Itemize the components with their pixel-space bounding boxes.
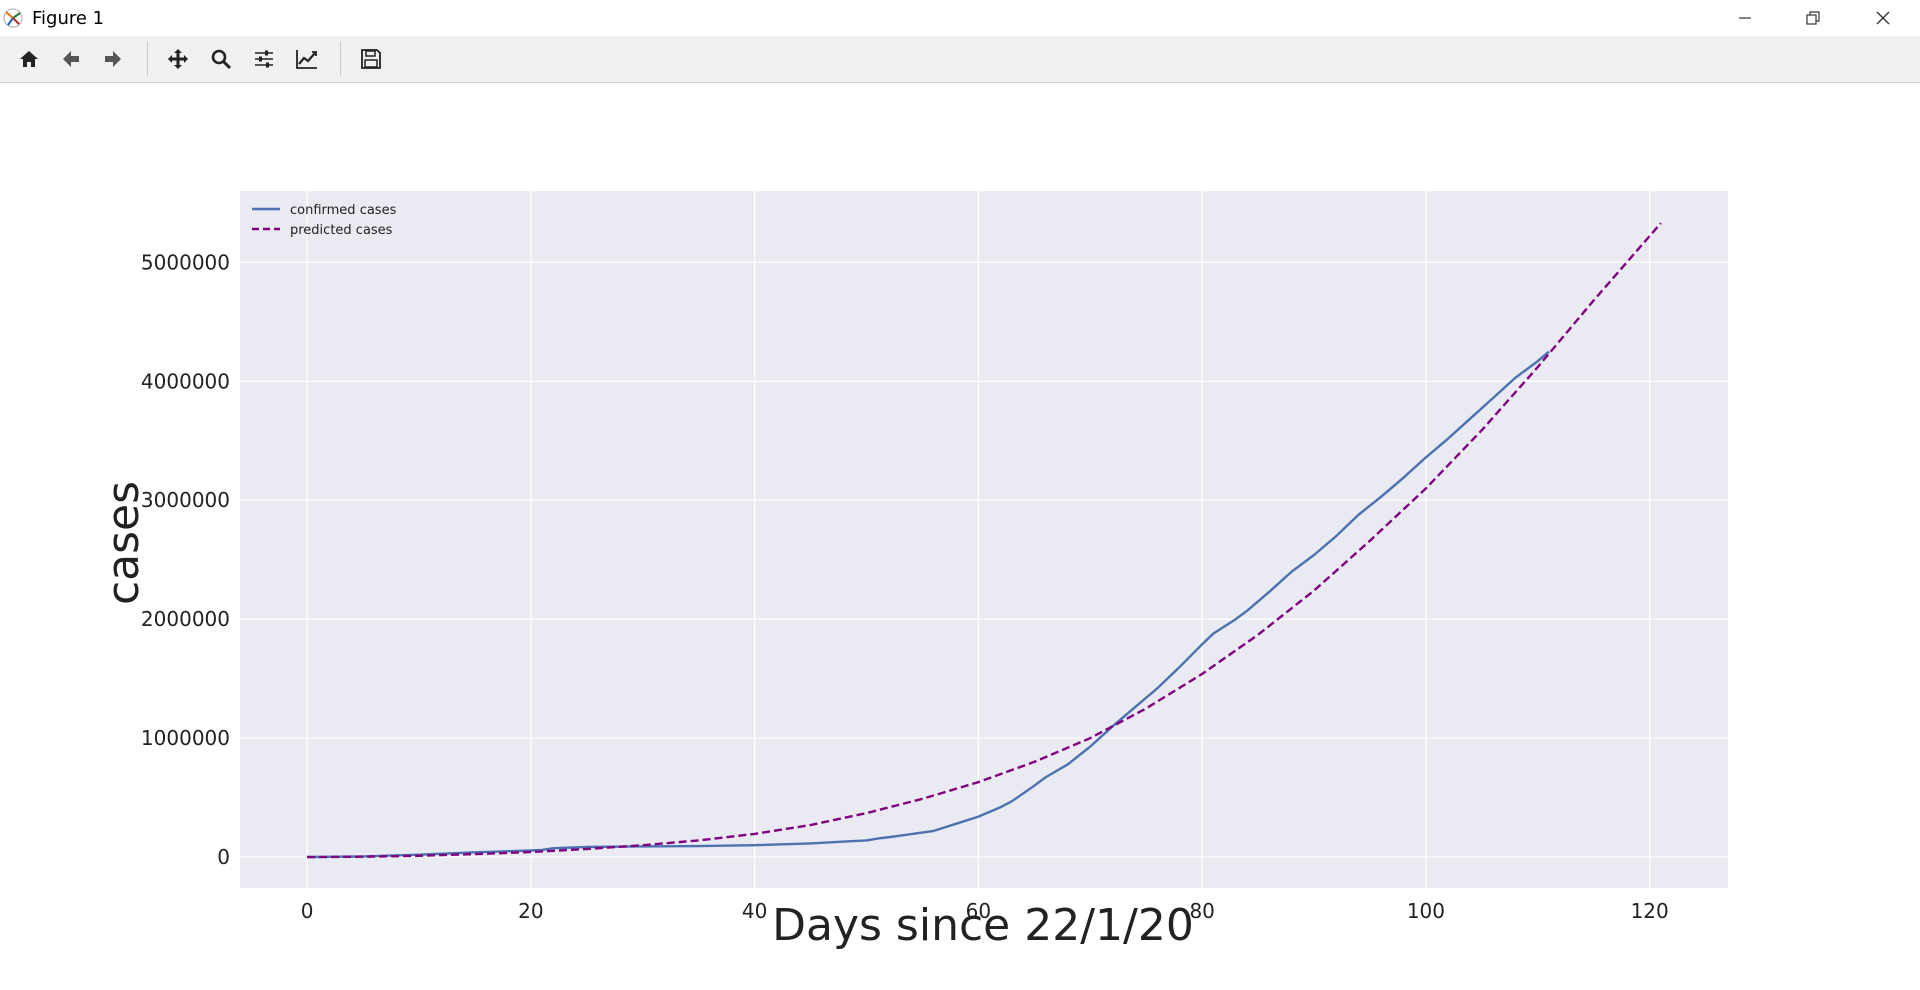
title-bar: Figure 1 xyxy=(0,0,1920,36)
minimize-button[interactable] xyxy=(1710,0,1780,36)
edit-axis-icon xyxy=(296,50,317,69)
pan-icon xyxy=(168,49,188,69)
x-tick-label: 120 xyxy=(1631,899,1669,923)
pan-button[interactable] xyxy=(162,43,194,75)
y-tick-label: 3000000 xyxy=(141,488,230,512)
legend: confirmed cases predicted cases xyxy=(252,203,397,238)
back-button[interactable] xyxy=(55,43,87,75)
legend-label: predicted cases xyxy=(290,223,393,238)
close-button[interactable] xyxy=(1848,0,1918,36)
home-button[interactable] xyxy=(13,43,45,75)
x-axis-label: Days since 22/1/20 xyxy=(772,900,1194,951)
zoom-button[interactable] xyxy=(205,43,237,75)
y-tick-label: 2000000 xyxy=(141,607,230,631)
zoom-icon xyxy=(211,49,232,70)
line-chart: 0 20 40 60 80 100 120 0 1000000 2000000 3000000 400… xyxy=(98,191,1728,951)
matplotlib-app-icon xyxy=(3,8,23,28)
forward-arrow-icon xyxy=(105,51,121,67)
legend-label: confirmed cases xyxy=(290,203,397,218)
close-icon xyxy=(1876,11,1890,25)
minimize-icon xyxy=(1739,17,1751,19)
y-tick-label: 1000000 xyxy=(141,726,230,750)
toolbar-separator xyxy=(340,42,341,76)
window-title: Figure 1 xyxy=(32,8,105,29)
forward-button[interactable] xyxy=(97,43,129,75)
navigation-toolbar xyxy=(0,36,1920,83)
plot-area xyxy=(240,191,1728,888)
toolbar-separator xyxy=(147,42,148,76)
y-tick-label: 0 xyxy=(217,845,230,869)
restore-button[interactable] xyxy=(1778,0,1848,36)
y-tick-label: 5000000 xyxy=(141,250,230,274)
x-tick-label: 0 xyxy=(301,899,314,923)
x-tick-label: 20 xyxy=(518,899,543,923)
save-button[interactable] xyxy=(355,43,387,75)
y-tick-label: 4000000 xyxy=(141,369,230,393)
series-line-predicted-cases xyxy=(307,222,1662,859)
figure-canvas[interactable]: 0 20 40 60 80 100 120 0 1000000 2000000 3000000 400… xyxy=(0,83,1920,986)
configure-subplots-button[interactable] xyxy=(248,43,280,75)
x-tick-label: 40 xyxy=(742,899,767,923)
restore-icon xyxy=(1806,11,1820,25)
home-icon xyxy=(20,51,38,67)
x-tick-label: 80 xyxy=(1189,899,1214,923)
y-axis-label: cases xyxy=(98,481,149,605)
save-icon xyxy=(361,49,381,69)
back-arrow-icon xyxy=(63,51,79,67)
configure-subplots-icon xyxy=(255,50,273,68)
edit-axis-button[interactable] xyxy=(291,43,323,75)
x-tick-label: 100 xyxy=(1407,899,1445,923)
x-tick-label: 60 xyxy=(966,899,991,923)
